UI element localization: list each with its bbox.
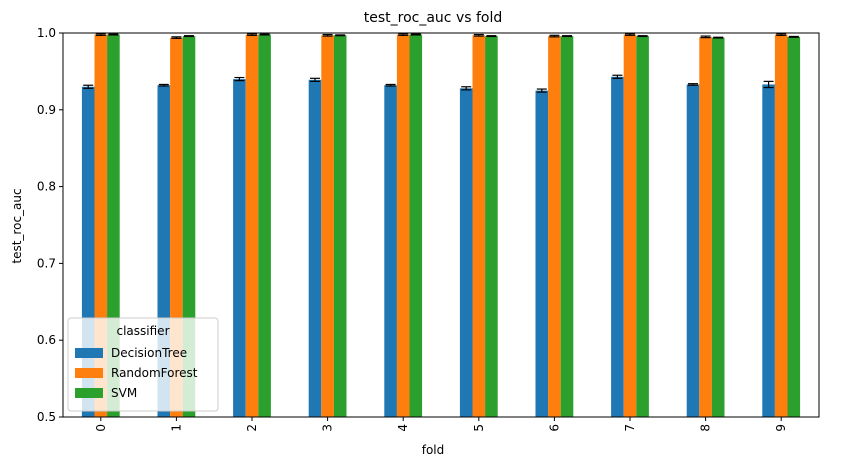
error-bar-svm-fold-0 bbox=[108, 33, 119, 36]
bar-decisiontree-fold-7 bbox=[611, 76, 624, 417]
error-bar-randomforest-fold-3 bbox=[322, 33, 333, 37]
legend-box bbox=[67, 317, 219, 412]
error-bar-svm-fold-8 bbox=[713, 36, 724, 39]
bar-svm-fold-5 bbox=[485, 36, 498, 418]
y-axis-label: test_roc_auc bbox=[10, 188, 24, 263]
y-tick-label: 1.0 bbox=[37, 26, 56, 40]
bar-randomforest-fold-4 bbox=[396, 34, 410, 417]
y-axis: 0.5 0.6 0.7 0.8 0.9 1.0 bbox=[37, 26, 63, 424]
error-bar-svm-fold-7 bbox=[637, 35, 648, 38]
legend-swatch bbox=[75, 388, 103, 398]
bar-svm-fold-7 bbox=[636, 36, 649, 418]
error-bar-decisiontree-fold-7 bbox=[612, 74, 623, 79]
x-axis-label: fold bbox=[422, 443, 445, 457]
error-bar-decisiontree-fold-6 bbox=[536, 88, 547, 93]
y-tick-label: 0.7 bbox=[37, 256, 56, 270]
error-bar-randomforest-fold-8 bbox=[700, 35, 711, 39]
error-bar-decisiontree-fold-1 bbox=[158, 83, 169, 87]
error-bar-randomforest-fold-2 bbox=[247, 33, 257, 36]
y-tick-label: 0.6 bbox=[37, 333, 56, 347]
error-bar-decisiontree-fold-2 bbox=[234, 76, 245, 82]
legend-label: DecisionTree bbox=[111, 346, 187, 360]
legend-item-svm: SVM bbox=[75, 386, 137, 400]
bar-randomforest-fold-3 bbox=[321, 35, 334, 417]
bar-randomforest-fold-9 bbox=[774, 34, 788, 417]
error-bar-svm-fold-6 bbox=[562, 35, 572, 38]
legend-title: classifier bbox=[117, 324, 170, 338]
bar-randomforest-fold-8 bbox=[699, 36, 712, 418]
bar-decisiontree-fold-8 bbox=[686, 84, 700, 418]
bar-decisiontree-fold-6 bbox=[535, 90, 549, 417]
legend-label: RandomForest bbox=[111, 366, 198, 380]
error-bar-randomforest-fold-5 bbox=[473, 33, 484, 37]
x-tick-label: 5 bbox=[472, 424, 486, 432]
legend-item-randomforest: RandomForest bbox=[75, 366, 198, 380]
error-bar-randomforest-fold-9 bbox=[776, 33, 787, 36]
error-bar-svm-fold-3 bbox=[335, 34, 346, 37]
bar-svm-fold-8 bbox=[711, 37, 725, 417]
bar-randomforest-fold-7 bbox=[623, 34, 637, 417]
bar-svm-fold-9 bbox=[787, 36, 801, 418]
y-tick-label: 0.9 bbox=[37, 103, 56, 117]
bar-randomforest-fold-6 bbox=[548, 36, 561, 418]
error-bar-decisiontree-fold-5 bbox=[461, 86, 472, 91]
error-bar-randomforest-fold-0 bbox=[95, 33, 106, 36]
legend-item-decisiontree: DecisionTree bbox=[75, 346, 187, 360]
bars-layer bbox=[81, 34, 801, 418]
error-bar-svm-fold-2 bbox=[259, 33, 270, 36]
bar-decisiontree-fold-4 bbox=[384, 85, 397, 417]
error-bar-svm-fold-4 bbox=[410, 33, 421, 36]
error-bar-svm-fold-9 bbox=[788, 35, 799, 38]
error-bar-decisiontree-fold-4 bbox=[385, 83, 396, 87]
error-bar-decisiontree-fold-0 bbox=[83, 84, 94, 89]
x-tick-label: 7 bbox=[623, 424, 637, 432]
legend-swatch bbox=[75, 368, 103, 378]
bar-svm-fold-4 bbox=[409, 34, 423, 417]
bar-svm-fold-3 bbox=[333, 35, 347, 417]
plot-frame bbox=[62, 32, 820, 418]
error-bar-decisiontree-fold-3 bbox=[310, 77, 320, 82]
legend: classifier DecisionTree RandomForest SVM bbox=[67, 317, 219, 412]
bar-decisiontree-fold-5 bbox=[459, 88, 473, 418]
x-tick-label: 8 bbox=[699, 424, 713, 432]
y-tick-label: 0.5 bbox=[37, 410, 56, 424]
error-bar-svm-fold-1 bbox=[184, 35, 194, 38]
x-tick-label: 9 bbox=[774, 424, 788, 432]
x-tick-label: 2 bbox=[245, 424, 259, 432]
x-axis: 0 1 2 3 4 5 6 7 8 9 bbox=[94, 417, 788, 432]
x-tick-label: 4 bbox=[396, 424, 410, 432]
bar-svm-fold-6 bbox=[560, 36, 574, 418]
error-bar-randomforest-fold-6 bbox=[549, 34, 560, 38]
y-tick-label: 0.8 bbox=[37, 180, 56, 194]
x-tick-label: 0 bbox=[94, 424, 108, 432]
legend-swatch bbox=[75, 348, 103, 358]
x-tick-label: 1 bbox=[169, 424, 183, 432]
bar-randomforest-fold-5 bbox=[472, 35, 486, 417]
bar-decisiontree-fold-3 bbox=[308, 79, 322, 418]
error-bar-decisiontree-fold-9 bbox=[763, 80, 774, 89]
bar-decisiontree-fold-9 bbox=[762, 84, 775, 418]
error-bar-randomforest-fold-7 bbox=[625, 33, 635, 36]
error-bars-layer bbox=[83, 33, 799, 93]
error-bar-randomforest-fold-4 bbox=[398, 33, 409, 36]
bar-svm-fold-2 bbox=[258, 34, 271, 417]
x-tick-label: 3 bbox=[321, 424, 335, 432]
bar-decisiontree-fold-2 bbox=[233, 79, 246, 417]
error-bar-svm-fold-5 bbox=[486, 35, 497, 38]
error-bar-randomforest-fold-1 bbox=[171, 36, 182, 39]
chart-title: test_roc_auc vs fold bbox=[364, 10, 503, 26]
error-bar-decisiontree-fold-8 bbox=[688, 83, 698, 86]
legend-label: SVM bbox=[111, 386, 137, 400]
x-tick-label: 6 bbox=[547, 424, 561, 432]
bar-randomforest-fold-2 bbox=[245, 34, 259, 417]
